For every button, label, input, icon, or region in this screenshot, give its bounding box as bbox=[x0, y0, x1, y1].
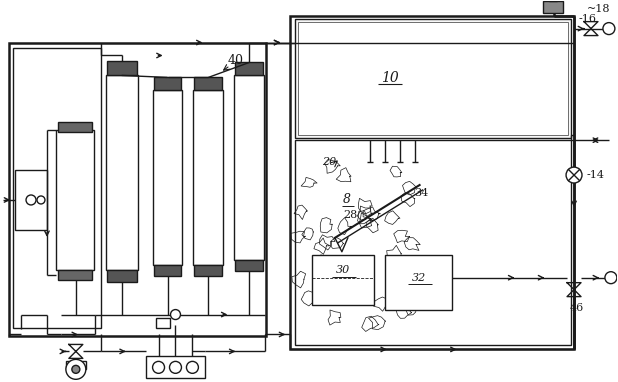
Circle shape bbox=[26, 195, 36, 205]
Circle shape bbox=[153, 361, 164, 373]
Bar bbox=[156, 317, 169, 327]
Text: -16: -16 bbox=[579, 14, 597, 24]
Bar bbox=[58, 122, 92, 132]
Bar bbox=[295, 140, 571, 345]
Circle shape bbox=[566, 167, 582, 183]
Text: 10: 10 bbox=[381, 71, 399, 86]
Bar bbox=[385, 255, 452, 309]
Bar bbox=[13, 47, 101, 329]
Text: 8: 8 bbox=[343, 193, 351, 206]
Circle shape bbox=[603, 23, 615, 34]
Bar bbox=[234, 75, 264, 260]
Bar bbox=[56, 130, 94, 270]
Circle shape bbox=[605, 272, 617, 284]
Bar bbox=[195, 78, 222, 91]
Bar bbox=[298, 22, 568, 135]
Bar bbox=[58, 270, 92, 280]
Bar bbox=[153, 78, 182, 91]
Text: ~18: ~18 bbox=[587, 4, 611, 14]
Bar bbox=[153, 265, 182, 276]
Bar bbox=[543, 1, 563, 13]
Bar bbox=[153, 91, 182, 265]
Bar bbox=[107, 62, 137, 75]
Bar bbox=[146, 356, 205, 378]
Bar bbox=[549, 0, 557, 1]
Bar bbox=[106, 75, 138, 270]
Text: 32: 32 bbox=[412, 273, 426, 283]
Bar bbox=[235, 260, 263, 271]
Text: 40: 40 bbox=[227, 54, 243, 67]
Text: 46: 46 bbox=[570, 303, 584, 312]
Bar bbox=[107, 270, 137, 282]
Bar bbox=[193, 91, 223, 265]
Circle shape bbox=[37, 196, 45, 204]
Bar bbox=[295, 19, 571, 138]
Circle shape bbox=[66, 359, 86, 379]
Bar bbox=[66, 361, 86, 369]
Bar bbox=[290, 16, 574, 350]
Text: 34: 34 bbox=[415, 188, 429, 198]
Bar bbox=[312, 255, 374, 304]
Circle shape bbox=[169, 361, 182, 373]
Bar bbox=[235, 63, 263, 75]
Bar bbox=[195, 265, 222, 276]
Text: 20: 20 bbox=[322, 157, 336, 167]
Text: -14: -14 bbox=[587, 170, 605, 180]
Text: 30: 30 bbox=[336, 265, 350, 275]
Circle shape bbox=[72, 365, 80, 373]
Bar bbox=[9, 42, 266, 337]
Text: 28: 28 bbox=[343, 210, 357, 220]
Circle shape bbox=[187, 361, 198, 373]
Circle shape bbox=[171, 309, 180, 319]
Bar bbox=[15, 170, 47, 230]
